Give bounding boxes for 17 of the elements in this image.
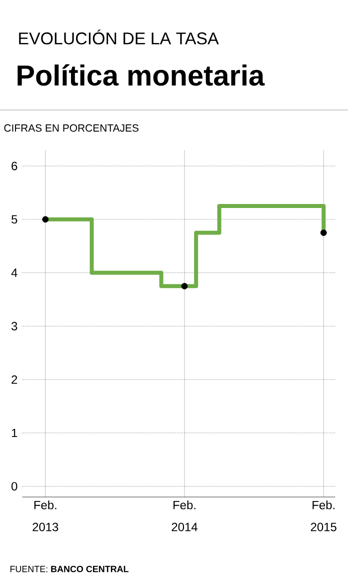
point	[181, 282, 188, 290]
y-tick-label: 4	[11, 268, 18, 277]
y-axis-title: CIFRAS EN PORCENTAJES	[4, 124, 138, 132]
source-note: FUENTE: BANCO CENTRAL	[10, 566, 128, 572]
x-tick-label: Feb. 2015	[310, 500, 336, 532]
y-tick-label: 6	[11, 162, 17, 170]
y-tick-label: 3	[11, 322, 17, 330]
x-tick-label: Feb. 2013	[32, 500, 58, 532]
y-tick-label: 0	[11, 482, 18, 491]
chart-title: Política monetaria	[17, 64, 265, 86]
x-tick-label: Feb. 2014	[172, 500, 198, 532]
y-tick-label: 2	[11, 375, 17, 384]
y-tick-label: 1	[12, 428, 17, 438]
point	[320, 230, 327, 236]
point	[42, 216, 48, 223]
y-tick-label: 5	[11, 215, 17, 224]
chart-subtitle: EVOLUCIÓN DE LA TASA	[18, 30, 219, 44]
